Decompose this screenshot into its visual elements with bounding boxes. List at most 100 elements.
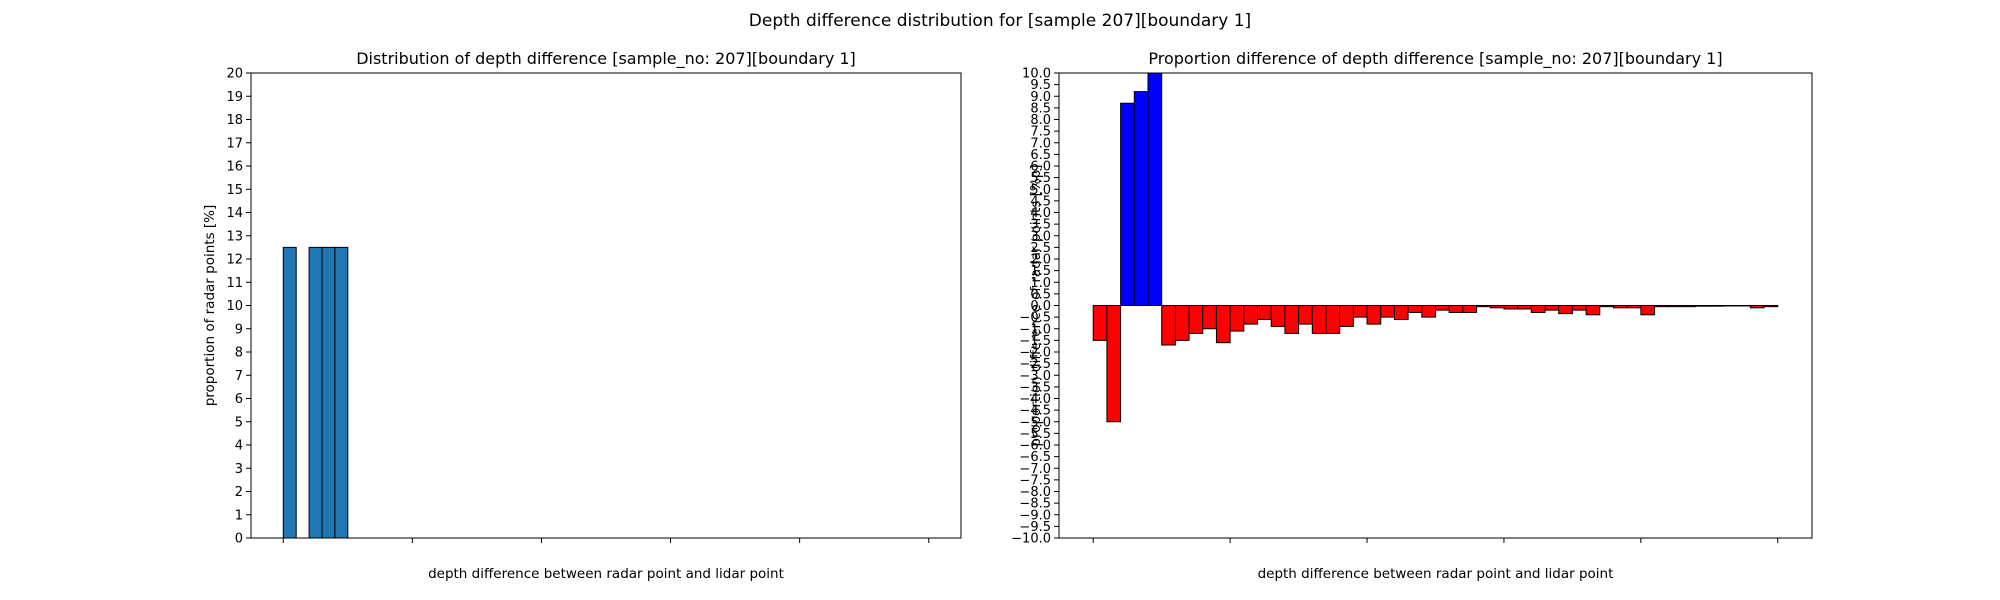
y-tick-label: 0 — [235, 532, 243, 547]
bar — [1462, 305, 1478, 313]
figure-suptitle: Depth difference distribution for [sampl… — [749, 11, 1251, 31]
y-axis-label: proportion of radar points [%] — [202, 205, 218, 407]
y-tick-label: −8.0 — [1019, 485, 1051, 500]
y-tick-label: 2.0 — [1030, 253, 1051, 268]
y-tick-label: 4.0 — [1030, 206, 1051, 221]
y-tick-label: 9 — [235, 322, 243, 337]
y-tick-label: −4.5 — [1019, 404, 1051, 419]
y-tick-label: 5 — [235, 415, 243, 430]
bar — [308, 246, 323, 539]
bar — [1612, 305, 1628, 309]
y-tick-label: 9.0 — [1030, 90, 1051, 105]
y-tick-label: 1.5 — [1030, 264, 1051, 279]
y-tick-label: 7 — [235, 369, 243, 384]
bar — [1558, 305, 1573, 315]
y-tick-label: 0.0 — [1030, 299, 1051, 314]
bar — [1215, 305, 1231, 344]
bar — [1763, 305, 1779, 308]
bar — [1270, 305, 1286, 327]
y-tick-label: 11 — [226, 276, 243, 291]
y-tick-label: 4.5 — [1030, 194, 1051, 209]
bar — [1106, 305, 1122, 423]
y-tick-label: 10.0 — [1022, 67, 1051, 82]
bar — [1120, 102, 1135, 306]
y-tick-label: −3.5 — [1019, 380, 1051, 395]
bar — [1599, 305, 1614, 308]
y-tick-label: −0.5 — [1019, 311, 1051, 326]
bar — [1667, 305, 1683, 308]
bar — [1352, 305, 1368, 318]
y-tick-label: 17 — [226, 136, 243, 151]
y-tick-label: 3 — [235, 462, 243, 477]
y-tick-label: 8 — [235, 346, 243, 361]
x-axis-label: depth difference between radar point and… — [1258, 566, 1614, 582]
bar — [1503, 305, 1519, 310]
y-tick-label: 4 — [235, 439, 243, 454]
y-tick-label: 0.5 — [1030, 287, 1051, 302]
y-tick-label: 20 — [226, 67, 243, 82]
y-tick-label: 7.5 — [1030, 125, 1051, 140]
bar — [1448, 305, 1464, 313]
y-tick-label: 9.5 — [1030, 78, 1051, 93]
y-tick-label: 1 — [235, 508, 243, 523]
bar — [1476, 305, 1491, 308]
y-tick-label: −5.0 — [1019, 415, 1051, 430]
chart-title: Proportion difference of depth differenc… — [1148, 49, 1722, 69]
y-tick-label: 12 — [226, 253, 243, 268]
bar — [1188, 305, 1204, 334]
bar — [1133, 91, 1149, 306]
bar — [1489, 305, 1505, 309]
bar — [1421, 305, 1436, 318]
bar — [1654, 305, 1669, 308]
bar — [1147, 72, 1163, 306]
y-tick-label: −7.0 — [1019, 462, 1051, 477]
y-tick-label: 5.0 — [1030, 183, 1051, 198]
bar — [1407, 305, 1423, 313]
bar — [1571, 305, 1587, 311]
y-tick-label: −9.5 — [1019, 520, 1051, 535]
bar — [1284, 305, 1300, 334]
y-tick-label: 3.5 — [1030, 218, 1051, 233]
bar — [1257, 305, 1272, 320]
bar — [1298, 305, 1313, 325]
y-tick-label: −7.5 — [1019, 473, 1051, 488]
y-tick-label: −5.5 — [1019, 427, 1051, 442]
y-tick-label: 6.0 — [1030, 160, 1051, 175]
y-tick-label: 8.0 — [1030, 113, 1051, 128]
bar — [1695, 305, 1710, 307]
bar — [1161, 305, 1176, 346]
chart-title: Distribution of depth difference [sample… — [356, 49, 856, 69]
y-tick-label: −1.5 — [1019, 334, 1051, 349]
y-tick-label: 10 — [226, 299, 243, 314]
bar — [1640, 305, 1656, 316]
bar — [1366, 305, 1382, 325]
bar — [282, 246, 297, 539]
bar — [1393, 305, 1409, 320]
y-tick-label: 13 — [226, 229, 243, 244]
y-tick-label: 14 — [226, 206, 243, 221]
y-tick-label: 16 — [226, 160, 243, 175]
bar — [1517, 305, 1532, 310]
bar — [1092, 305, 1108, 341]
y-tick-label: −3.0 — [1019, 369, 1051, 384]
bar — [1380, 305, 1395, 318]
bar — [1626, 305, 1642, 309]
bar — [1339, 305, 1354, 327]
y-tick-label: 7.0 — [1030, 136, 1051, 151]
y-tick-label: −1.0 — [1019, 322, 1051, 337]
y-tick-label: 18 — [226, 113, 243, 128]
bar — [1229, 305, 1245, 332]
bar — [1325, 305, 1341, 334]
bar — [1544, 305, 1560, 311]
distribution-chart: 01234567891011121314151617181920Distribu… — [202, 49, 962, 582]
y-tick-label: −6.0 — [1019, 439, 1051, 454]
y-tick-label: 2 — [235, 485, 243, 500]
y-tick-label: 15 — [226, 183, 243, 198]
bar — [1708, 305, 1724, 307]
y-tick-label: 19 — [226, 90, 243, 105]
axes-frame — [250, 72, 962, 539]
y-tick-label: 2.5 — [1030, 241, 1051, 256]
y-tick-label: 8.5 — [1030, 101, 1051, 116]
bar — [334, 246, 349, 539]
